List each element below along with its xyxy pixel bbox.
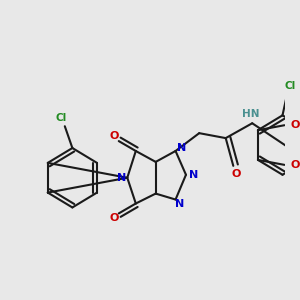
Text: O: O <box>109 131 119 141</box>
Text: Cl: Cl <box>284 81 296 91</box>
Text: O: O <box>231 169 241 179</box>
Text: N: N <box>189 170 198 180</box>
Text: O: O <box>109 213 119 224</box>
Text: O: O <box>290 160 299 170</box>
Text: O: O <box>290 120 299 130</box>
Text: HN: HN <box>242 109 259 119</box>
Text: N: N <box>177 143 186 153</box>
Text: N: N <box>175 200 184 209</box>
Text: Cl: Cl <box>56 113 67 123</box>
Text: N: N <box>117 173 126 183</box>
